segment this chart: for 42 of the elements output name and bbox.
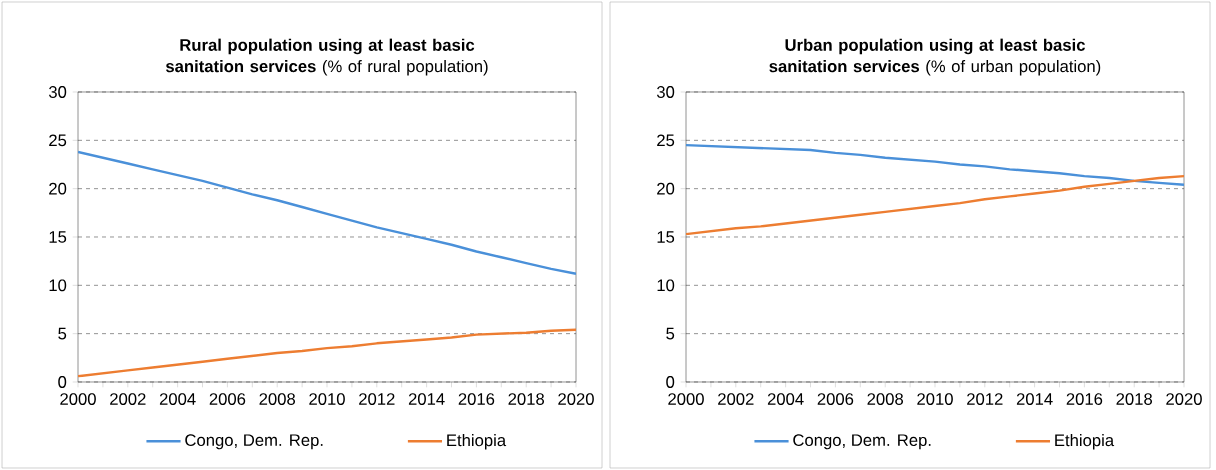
chart-title: Urban population using at least basic sanitation services (% of urban population)	[769, 38, 1101, 76]
x-tick-label: 2008	[259, 393, 296, 405]
x-tick-label: 2012	[359, 393, 395, 405]
x-tick-label: 2002	[110, 393, 146, 405]
x-tick-label: 2016	[1066, 393, 1103, 405]
x-tick-label: 2012	[967, 393, 1003, 405]
x-tick-label: 2014	[408, 393, 445, 405]
y-tick-label: 15	[657, 231, 675, 243]
legend-label: Ethiopia	[1055, 433, 1115, 450]
legend-label: Congo, Dem. Rep.	[793, 434, 931, 450]
y-tick-label: 30	[48, 86, 67, 98]
x-tick-label: 2002	[718, 393, 754, 405]
x-tick-label: 2018	[508, 393, 545, 405]
x-tick-label: 2008	[867, 393, 904, 405]
legend-label: Ethiopia	[447, 433, 507, 450]
x-tick-label: 2010	[309, 393, 345, 405]
y-tick-label: 0	[666, 376, 675, 388]
x-tick-label: 2016	[458, 393, 495, 405]
x-tick-label: 2006	[209, 393, 246, 405]
y-tick-label: 0	[58, 376, 67, 388]
x-tick-label: 2020	[1166, 393, 1202, 405]
y-tick-label: 25	[657, 134, 675, 147]
y-tick-label: 20	[49, 182, 67, 195]
y-tick-label: 20	[657, 182, 675, 195]
y-tick-label: 5	[666, 327, 675, 340]
chart-title: Rural population using at least basic sanitation services (% of rural population)	[165, 38, 488, 76]
x-tick-label: 2006	[817, 393, 854, 405]
x-tick-label: 2004	[767, 393, 804, 405]
x-tick-label: 2000	[60, 393, 96, 405]
x-tick-label: 2018	[1116, 393, 1153, 405]
y-tick-label: 30	[656, 86, 675, 98]
y-tick-label: 10	[49, 279, 67, 292]
y-tick-label: 15	[49, 231, 67, 243]
y-tick-label: 10	[657, 279, 675, 292]
x-tick-label: 2010	[917, 393, 953, 405]
y-tick-label: 25	[49, 134, 67, 147]
y-tick-label: 5	[58, 327, 67, 340]
legend-label: Congo, Dem. Rep.	[185, 434, 323, 450]
x-tick-label: 2020	[558, 393, 594, 405]
x-tick-label: 2014	[1016, 393, 1053, 405]
x-tick-label: 2004	[159, 393, 196, 405]
x-tick-label: 2000	[668, 393, 704, 405]
